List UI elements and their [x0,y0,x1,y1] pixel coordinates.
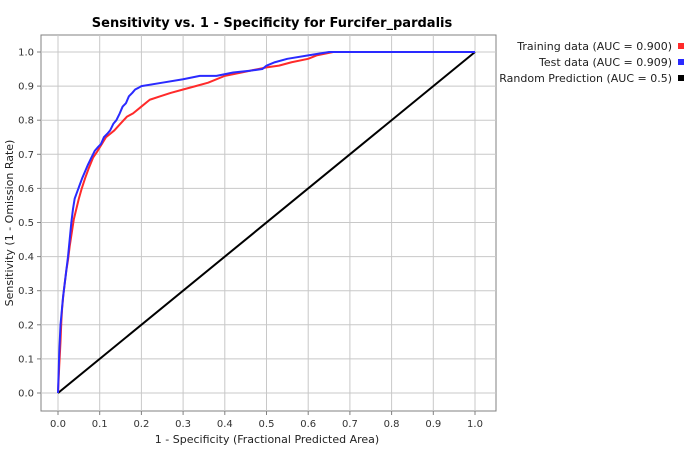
x-tick-label: 0.4 [217,419,233,430]
x-tick-label: 0.7 [342,419,358,430]
y-axis-ticks: 0.0 0.1 0.2 0.3 0.4 0.5 0.6 0.7 0.8 0.9 1.0 [18,48,41,400]
chart-title: Sensitivity vs. 1 - Specificity for Furc… [92,16,453,31]
x-tick-label: 0.1 [92,419,108,430]
y-tick-label: 0.1 [18,354,34,365]
y-tick-label: 0.5 [18,218,34,229]
legend-swatch [678,43,684,49]
x-tick-label: 0.8 [384,419,400,430]
x-tick-label: 0.5 [259,419,275,430]
x-tick-label: 0.3 [175,419,191,430]
legend-label: Training data (AUC = 0.900) [516,40,672,53]
legend-swatch [678,59,684,65]
grid-lines [41,35,496,411]
legend-label: Test data (AUC = 0.909) [538,56,672,69]
y-axis-label: Sensitivity (1 - Omission Rate) [3,140,16,307]
legend-label: Random Prediction (AUC = 0.5) [499,72,672,85]
x-tick-label: 0.6 [300,419,316,430]
series-lines [57,51,476,394]
random-prediction-line [57,51,476,394]
x-axis-ticks: 0.0 0.1 0.2 0.3 0.4 0.5 0.6 0.7 0.8 0.9 1.0 [50,411,483,430]
x-tick-label: 0.2 [133,419,149,430]
y-tick-label: 0.2 [18,320,34,331]
x-tick-label: 0.0 [50,419,66,430]
y-tick-label: 0.0 [18,389,34,400]
y-tick-label: 0.8 [18,116,34,127]
y-tick-label: 0.7 [18,150,34,161]
y-tick-label: 1.0 [18,48,34,59]
y-tick-label: 0.6 [18,184,34,195]
x-axis-label: 1 - Specificity (Fractional Predicted Ar… [155,433,379,446]
x-tick-label: 1.0 [467,419,483,430]
y-tick-label: 0.9 [18,82,34,93]
test-data-line [57,51,475,394]
x-tick-label: 0.9 [425,419,441,430]
y-tick-label: 0.3 [18,286,34,297]
legend-swatch [678,75,684,81]
legend: Training data (AUC = 0.900) Test data (AU… [499,40,684,85]
y-tick-label: 0.4 [18,252,34,263]
